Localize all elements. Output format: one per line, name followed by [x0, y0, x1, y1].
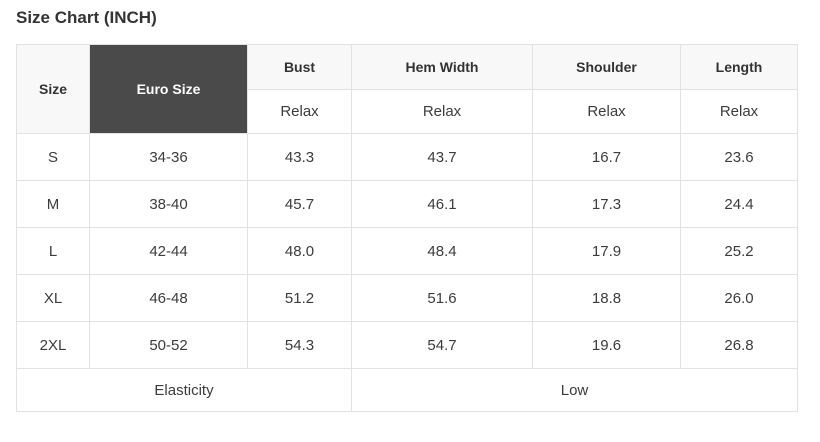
elasticity-value: Low [351, 368, 798, 412]
cell-size: XL [16, 274, 90, 322]
table-header-row: Size Euro Size Bust Hem Width Shoulder L… [16, 44, 798, 134]
cell-euro: 50-52 [89, 321, 248, 369]
cell-size: S [16, 133, 90, 181]
col-header-euro-size: Euro Size [89, 44, 248, 134]
cell-hem: 54.7 [351, 321, 533, 369]
cell-size: L [16, 227, 90, 275]
col-header-size: Size [16, 44, 90, 134]
page-title: Size Chart (INCH) [16, 8, 157, 27]
fit-type-shoulder: Relax [532, 89, 681, 134]
cell-bust: 51.2 [247, 274, 352, 322]
cell-bust: 48.0 [247, 227, 352, 275]
size-chart-table: Size Euro Size Bust Hem Width Shoulder L… [16, 44, 798, 412]
col-header-hem-width: Hem Width [351, 44, 533, 90]
cell-bust: 45.7 [247, 180, 352, 228]
cell-shoulder: 17.9 [532, 227, 681, 275]
cell-shoulder: 18.8 [532, 274, 681, 322]
cell-shoulder: 17.3 [532, 180, 681, 228]
cell-euro: 42-44 [89, 227, 248, 275]
col-header-bust: Bust [247, 44, 352, 90]
cell-size: M [16, 180, 90, 228]
table-row: M 38-40 45.7 46.1 17.3 24.4 [16, 180, 798, 228]
table-row: S 34-36 43.3 43.7 16.7 23.6 [16, 133, 798, 181]
col-header-shoulder: Shoulder [532, 44, 681, 90]
cell-bust: 54.3 [247, 321, 352, 369]
cell-length: 23.6 [680, 133, 798, 181]
cell-bust: 43.3 [247, 133, 352, 181]
cell-euro: 46-48 [89, 274, 248, 322]
cell-length: 24.4 [680, 180, 798, 228]
cell-euro: 34-36 [89, 133, 248, 181]
cell-hem: 46.1 [351, 180, 533, 228]
table-subheader-row: Relax Relax Relax Relax [17, 89, 798, 134]
table-row: 2XL 50-52 54.3 54.7 19.6 26.8 [16, 321, 798, 369]
fit-type-length: Relax [680, 89, 798, 134]
fit-type-bust: Relax [247, 89, 352, 134]
cell-length: 26.0 [680, 274, 798, 322]
cell-size: 2XL [16, 321, 90, 369]
elasticity-row: Elasticity Low [16, 368, 798, 412]
table-row: XL 46-48 51.2 51.6 18.8 26.0 [16, 274, 798, 322]
cell-shoulder: 19.6 [532, 321, 681, 369]
cell-shoulder: 16.7 [532, 133, 681, 181]
elasticity-label: Elasticity [16, 368, 352, 412]
fit-type-hem-width: Relax [351, 89, 533, 134]
col-header-length: Length [680, 44, 798, 90]
cell-length: 25.2 [680, 227, 798, 275]
cell-hem: 43.7 [351, 133, 533, 181]
cell-euro: 38-40 [89, 180, 248, 228]
cell-hem: 51.6 [351, 274, 533, 322]
table-row: L 42-44 48.0 48.4 17.9 25.2 [16, 227, 798, 275]
cell-length: 26.8 [680, 321, 798, 369]
cell-hem: 48.4 [351, 227, 533, 275]
